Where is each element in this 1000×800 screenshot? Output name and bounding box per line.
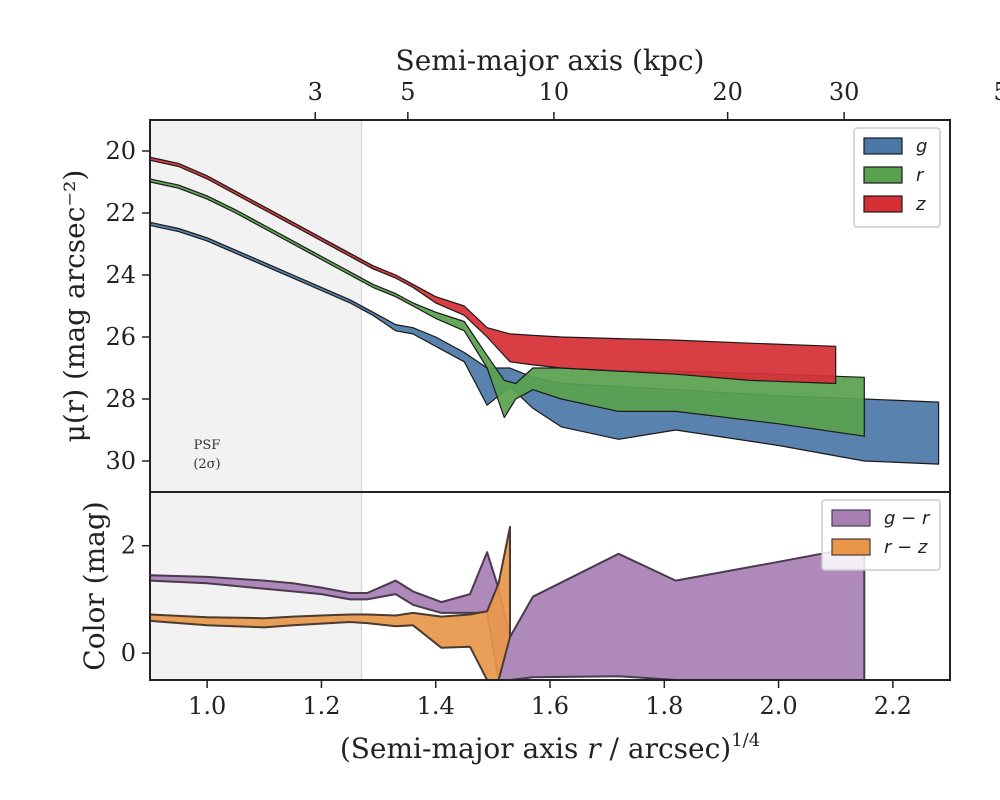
band-z bbox=[150, 156, 837, 385]
top-x-tick-label: 50 bbox=[993, 78, 1000, 106]
top-y-tick-label: 28 bbox=[105, 385, 136, 413]
bottom-x-axis-title: (Semi-major axis r / arcsec)1/4 bbox=[340, 730, 760, 765]
bottom-x-tick-label: 1.4 bbox=[417, 692, 455, 720]
legend-top-label: z bbox=[915, 194, 926, 215]
bottom-y-tick-label: 2 bbox=[121, 532, 136, 560]
top-x-tick-label: 10 bbox=[539, 78, 570, 106]
top-axis-title: Semi-major axis (kpc) bbox=[396, 44, 705, 77]
top-y-tick-label: 24 bbox=[105, 261, 136, 289]
legend-top-swatch bbox=[863, 166, 903, 184]
top-x-tick-label: 3 bbox=[308, 78, 323, 106]
bottom-x-tick-label: 2.0 bbox=[759, 692, 797, 720]
band-g-minus-r bbox=[150, 544, 866, 680]
legend-bottom-label: g − r bbox=[884, 508, 931, 529]
legend-bottom-label: r − z bbox=[884, 537, 928, 558]
color-areas bbox=[150, 525, 866, 680]
legend-top-swatch bbox=[863, 137, 903, 155]
legend-top-label: r bbox=[916, 165, 925, 186]
top-y-tick-label: 30 bbox=[105, 447, 136, 475]
bottom-y-tick-label: 0 bbox=[121, 639, 136, 667]
top-y-tick-label: 26 bbox=[105, 323, 136, 351]
psf-note-line1: PSF bbox=[194, 438, 221, 453]
legend-top: grz bbox=[853, 127, 941, 228]
bottom-x-tick-label: 2.2 bbox=[874, 692, 912, 720]
bottom-x-tick-label: 1.8 bbox=[645, 692, 683, 720]
bottom-panel-ylabel: Color (mag) bbox=[78, 501, 111, 670]
bottom-x-tick-label: 1.2 bbox=[302, 692, 340, 720]
axis-ticks: 20 22 24 26 28 30 0 2 1.0 1.2 1.4 1.6 1.8 2.0 2.2 3 5 10 2… bbox=[105, 78, 1000, 720]
band-r-minus-z bbox=[150, 525, 511, 680]
legend-top-swatch bbox=[863, 195, 903, 213]
top-y-tick-label: 22 bbox=[105, 199, 136, 227]
top-x-tick-label: 5 bbox=[400, 78, 415, 106]
bottom-x-tick-label: 1.6 bbox=[531, 692, 569, 720]
psf-note-line2: (2σ) bbox=[193, 457, 220, 472]
legend-top-label: g bbox=[916, 136, 927, 157]
bottom-x-tick-label: 1.0 bbox=[188, 692, 226, 720]
legend-bottom: g − r r − z bbox=[821, 499, 941, 571]
top-x-tick-label: 30 bbox=[829, 78, 860, 106]
top-y-tick-label: 20 bbox=[105, 137, 136, 165]
surface-brightness-areas bbox=[150, 156, 940, 465]
top-x-tick-label: 20 bbox=[712, 78, 743, 106]
top-panel-ylabel: μ(r) (mag arcsec⁻²) bbox=[58, 170, 91, 443]
legend-bottom-swatch bbox=[831, 538, 871, 556]
legend-bottom-swatch bbox=[831, 509, 871, 527]
